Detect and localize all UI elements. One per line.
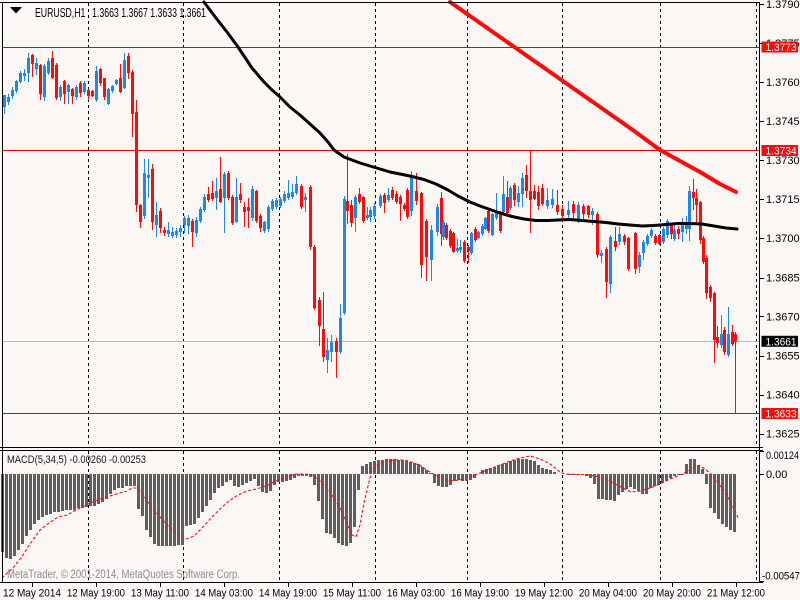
svg-text:15 May 11:00: 15 May 11:00 xyxy=(323,588,381,600)
svg-text:MACD(5,34,5) -0.00260 -0.00253: MACD(5,34,5) -0.00260 -0.00253 xyxy=(7,454,146,466)
svg-text:13 May 11:00: 13 May 11:00 xyxy=(131,588,189,600)
svg-text:12 May 2014: 12 May 2014 xyxy=(3,588,61,600)
svg-text:0.00: 0.00 xyxy=(766,469,787,481)
svg-text:21 May 12:00: 21 May 12:00 xyxy=(707,588,765,600)
svg-text:1.3734: 1.3734 xyxy=(766,146,797,158)
svg-text:1.3745: 1.3745 xyxy=(766,116,800,128)
svg-text:0.00124: 0.00124 xyxy=(766,450,799,462)
svg-text:16 May 19:00: 16 May 19:00 xyxy=(451,588,509,600)
svg-text:16 May 03:00: 16 May 03:00 xyxy=(387,588,445,600)
svg-text:1.3670: 1.3670 xyxy=(766,311,800,323)
svg-text:1.3685: 1.3685 xyxy=(766,272,800,284)
svg-text:1.3640: 1.3640 xyxy=(766,390,800,402)
svg-text:1.3700: 1.3700 xyxy=(766,233,800,245)
svg-text:1.3661: 1.3661 xyxy=(766,337,797,349)
svg-text:1.3760: 1.3760 xyxy=(766,77,800,89)
svg-text:1.3625: 1.3625 xyxy=(766,429,800,441)
svg-text:1.3790: 1.3790 xyxy=(766,0,800,11)
svg-text:1.3655: 1.3655 xyxy=(766,350,800,362)
svg-text:20 May 20:00: 20 May 20:00 xyxy=(643,588,701,600)
svg-text:14 May 19:00: 14 May 19:00 xyxy=(259,588,317,600)
svg-text:EURUSD,H1 1.3663 1.3667 1.363: EURUSD,H1 1.3663 1.3667 1.3633 1.3661 xyxy=(35,6,206,20)
svg-text:1.3730: 1.3730 xyxy=(766,155,800,167)
svg-text:14 May 03:00: 14 May 03:00 xyxy=(195,588,253,600)
svg-text:1.3633: 1.3633 xyxy=(766,409,797,421)
svg-text:MetaTrader, © 2001-2014, MetaQ: MetaTrader, © 2001-2014, MetaQuotes Soft… xyxy=(7,569,240,581)
svg-text:1.3773: 1.3773 xyxy=(766,42,797,54)
svg-text:20 May 04:00: 20 May 04:00 xyxy=(579,588,637,600)
svg-text:12 May 19:00: 12 May 19:00 xyxy=(67,588,125,600)
svg-text:19 May 12:00: 19 May 12:00 xyxy=(515,588,573,600)
svg-text:-0.00547: -0.00547 xyxy=(762,571,800,583)
svg-text:1.3715: 1.3715 xyxy=(766,194,800,206)
